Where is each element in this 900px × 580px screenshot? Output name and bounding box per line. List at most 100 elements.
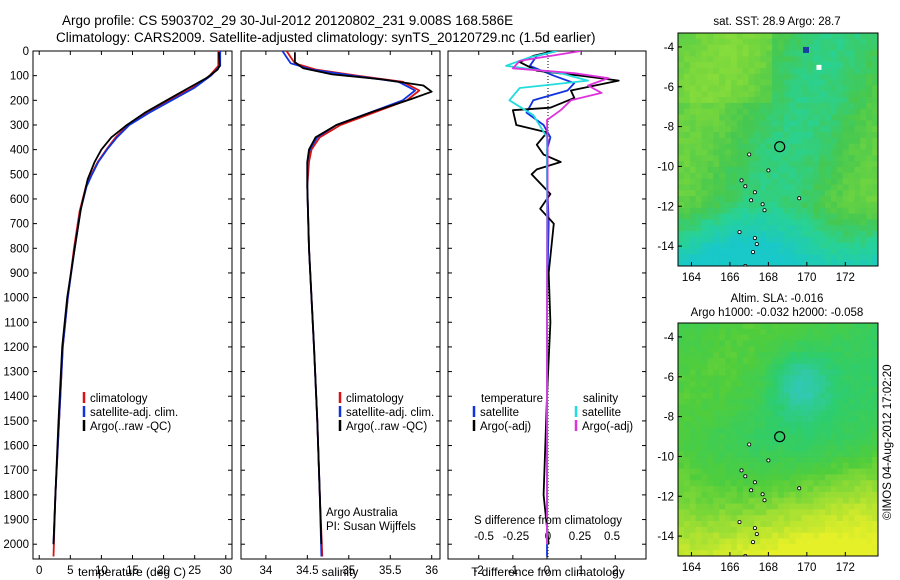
- heatmap-cell: [736, 381, 744, 388]
- heatmap-cell: [807, 462, 814, 470]
- heatmap-cell: [854, 363, 861, 370]
- heatmap-cell: [719, 363, 726, 370]
- heatmap-cell: [795, 515, 802, 522]
- heatmap-cell: [866, 486, 873, 493]
- heatmap-cell: [789, 207, 797, 214]
- heatmap-cell: [766, 392, 773, 400]
- heatmap-cell: [689, 375, 697, 382]
- heatmap-cell: [789, 451, 797, 458]
- heatmap-cell: [701, 422, 708, 429]
- heatmap-cell: [836, 248, 844, 255]
- heatmap-cell: [701, 178, 708, 185]
- heatmap-cell: [748, 521, 755, 528]
- heatmap-cell: [766, 114, 773, 121]
- heatmap-cell: [813, 102, 820, 110]
- heatmap-cell: [825, 79, 832, 86]
- heatmap-cell: [789, 137, 797, 145]
- heatmap-cell: [778, 102, 785, 110]
- heatmap-cell: [748, 392, 755, 400]
- heatmap-cell: [725, 102, 732, 110]
- heatmap-cell: [789, 62, 797, 69]
- heatmap-cell: [689, 50, 697, 57]
- heatmap-cell: [801, 491, 808, 499]
- x-tick-label: -2: [474, 565, 484, 577]
- heatmap-cell: [813, 201, 820, 209]
- heatmap-cell: [825, 381, 832, 388]
- heatmap-cell: [713, 91, 720, 98]
- heatmap-cell: [854, 143, 861, 150]
- heatmap-cell: [854, 433, 861, 440]
- heatmap-cell: [754, 260, 761, 266]
- heatmap-cell: [866, 207, 873, 214]
- heatmap-cell: [848, 456, 855, 464]
- heatmap-cell: [783, 468, 791, 475]
- heatmap-cell: [713, 108, 720, 115]
- heatmap-cell: [854, 410, 861, 417]
- heatmap-cell: [783, 387, 791, 394]
- depth-tick-label: 800: [10, 243, 29, 255]
- heatmap-cell: [778, 242, 785, 249]
- heatmap-cell: [801, 392, 808, 400]
- heatmap-cell: [789, 392, 797, 400]
- heatmap-cell: [754, 422, 761, 429]
- heatmap-cell: [730, 404, 738, 411]
- heatmap-cell: [848, 120, 855, 127]
- heatmap-cell: [836, 375, 844, 382]
- heatmap-cell: [789, 190, 797, 197]
- heatmap-cell: [707, 398, 714, 405]
- heatmap-cell: [872, 346, 878, 353]
- heatmap-cell: [783, 120, 791, 127]
- heatmap-cell: [701, 340, 708, 347]
- heatmap-cell: [678, 207, 685, 214]
- heatmap-cell: [678, 515, 685, 522]
- heatmap-cell: [866, 521, 873, 528]
- heatmap-cell: [842, 161, 849, 168]
- heatmap-cell: [748, 97, 755, 104]
- depth-tick-label: 600: [10, 194, 29, 206]
- heatmap-cell: [719, 126, 726, 133]
- heatmap-cell: [819, 369, 826, 376]
- heatmap-cell: [848, 404, 855, 411]
- heatmap-cell: [683, 357, 691, 365]
- heatmap-cell: [813, 334, 820, 341]
- heatmap-cell: [678, 410, 685, 417]
- heatmap-cell: [760, 404, 767, 411]
- heatmap-cell: [795, 149, 802, 156]
- heatmap-cell: [807, 254, 814, 261]
- heatmap-cell: [783, 85, 791, 92]
- heatmap-cell: [742, 38, 749, 46]
- heatmap-cell: [783, 416, 791, 423]
- heatmap-cell: [789, 254, 797, 261]
- heatmap-cell: [848, 149, 855, 156]
- heatmap-cell: [689, 254, 697, 261]
- heatmap-cell: [801, 375, 808, 382]
- heatmap-cell: [719, 404, 726, 411]
- heatmap-cell: [760, 480, 767, 487]
- heatmap-cell: [783, 62, 791, 69]
- heatmap-cell: [701, 44, 708, 51]
- heatmap-cell: [754, 550, 761, 556]
- heatmap-cell: [754, 398, 761, 405]
- heatmap-cell: [848, 97, 855, 104]
- heatmap-cell: [695, 433, 702, 440]
- heatmap-cell: [748, 166, 755, 174]
- heatmap-cell: [819, 254, 826, 261]
- heatmap-cell: [778, 410, 785, 417]
- heatmap-cell: [789, 132, 797, 139]
- heatmap-cell: [772, 404, 779, 411]
- heatmap-cell: [748, 503, 755, 510]
- heatmap-cell: [807, 427, 814, 435]
- heatmap-cell: [860, 172, 867, 180]
- heatmap-cell: [778, 433, 785, 440]
- heatmap-cell: [760, 231, 767, 238]
- heatmap-cell: [683, 114, 691, 121]
- heatmap-cell: [760, 416, 767, 423]
- heatmap-cell: [766, 196, 773, 203]
- heatmap-cell: [754, 225, 761, 232]
- island-marker: [760, 492, 765, 497]
- heatmap-cell: [848, 526, 855, 534]
- longitude-tick-label: 166: [720, 562, 739, 574]
- legend-entry: Argo(..raw -QC): [90, 421, 171, 433]
- heatmap-cell: [701, 468, 708, 475]
- argo-position-marker: [774, 141, 786, 153]
